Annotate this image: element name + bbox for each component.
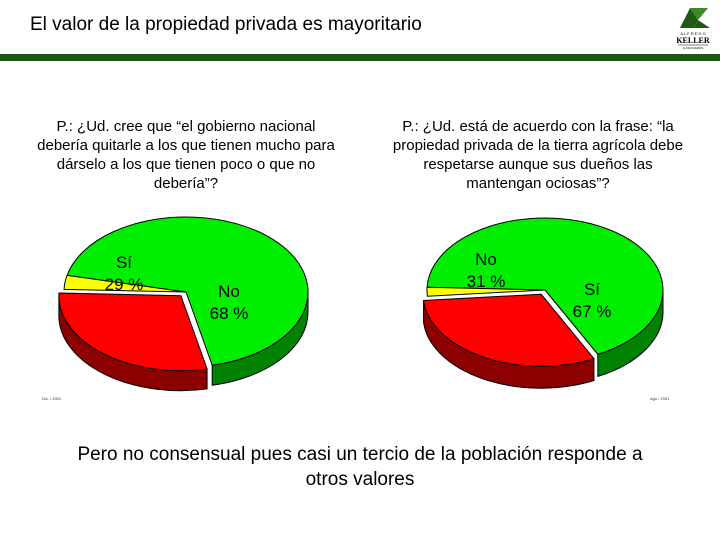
conclusion-text: Pero no consensual pues casi un tercio d… — [77, 444, 643, 490]
company-logo: A L F R E D O KELLER & ASOCIADOS — [676, 8, 710, 50]
question-right: P.: ¿Ud. está de acuerdo con la frase: “… — [392, 118, 684, 192]
logo-text-bottom: & ASOCIADOS — [683, 46, 704, 50]
pie-1-label-value-1: 29 % — [105, 275, 144, 294]
pie-2-slice-2 — [426, 217, 664, 355]
page-title: El valor de la propiedad privada es mayo… — [30, 14, 422, 35]
pie-chart-2: No 31 % Sí 67 % — [422, 217, 664, 389]
pie-2-slice-1 — [422, 293, 595, 367]
source-right: Ago / 2001 — [650, 396, 670, 401]
pie-1-label-name-1: Sí — [116, 253, 132, 272]
pie-1-label-value-2: 68 % — [210, 304, 249, 323]
pie-1-slice-1 — [58, 292, 208, 372]
pie-2-label-name-2: Sí — [584, 280, 600, 299]
pie-1-slice-2 — [66, 216, 309, 366]
source-left: Dic. / 2001 — [42, 396, 62, 401]
pie-chart-1: Sí 29 % No 68 % — [58, 216, 309, 392]
pie-2-label-value-2: 67 % — [573, 302, 612, 321]
logo-text-top: A L F R E D O — [680, 31, 705, 36]
pie-1-slice-3 — [63, 274, 187, 293]
header-divider — [0, 54, 720, 61]
pie-2-slice-3 — [426, 286, 546, 297]
logo-text-main: KELLER — [676, 36, 710, 45]
pie-2-label-value-1: 31 % — [467, 272, 506, 291]
pie-1-label-name-2: No — [218, 282, 240, 301]
question-left: P.: ¿Ud. cree que “el gobierno nacional … — [37, 118, 335, 192]
pie-2-label-name-1: No — [475, 250, 497, 269]
